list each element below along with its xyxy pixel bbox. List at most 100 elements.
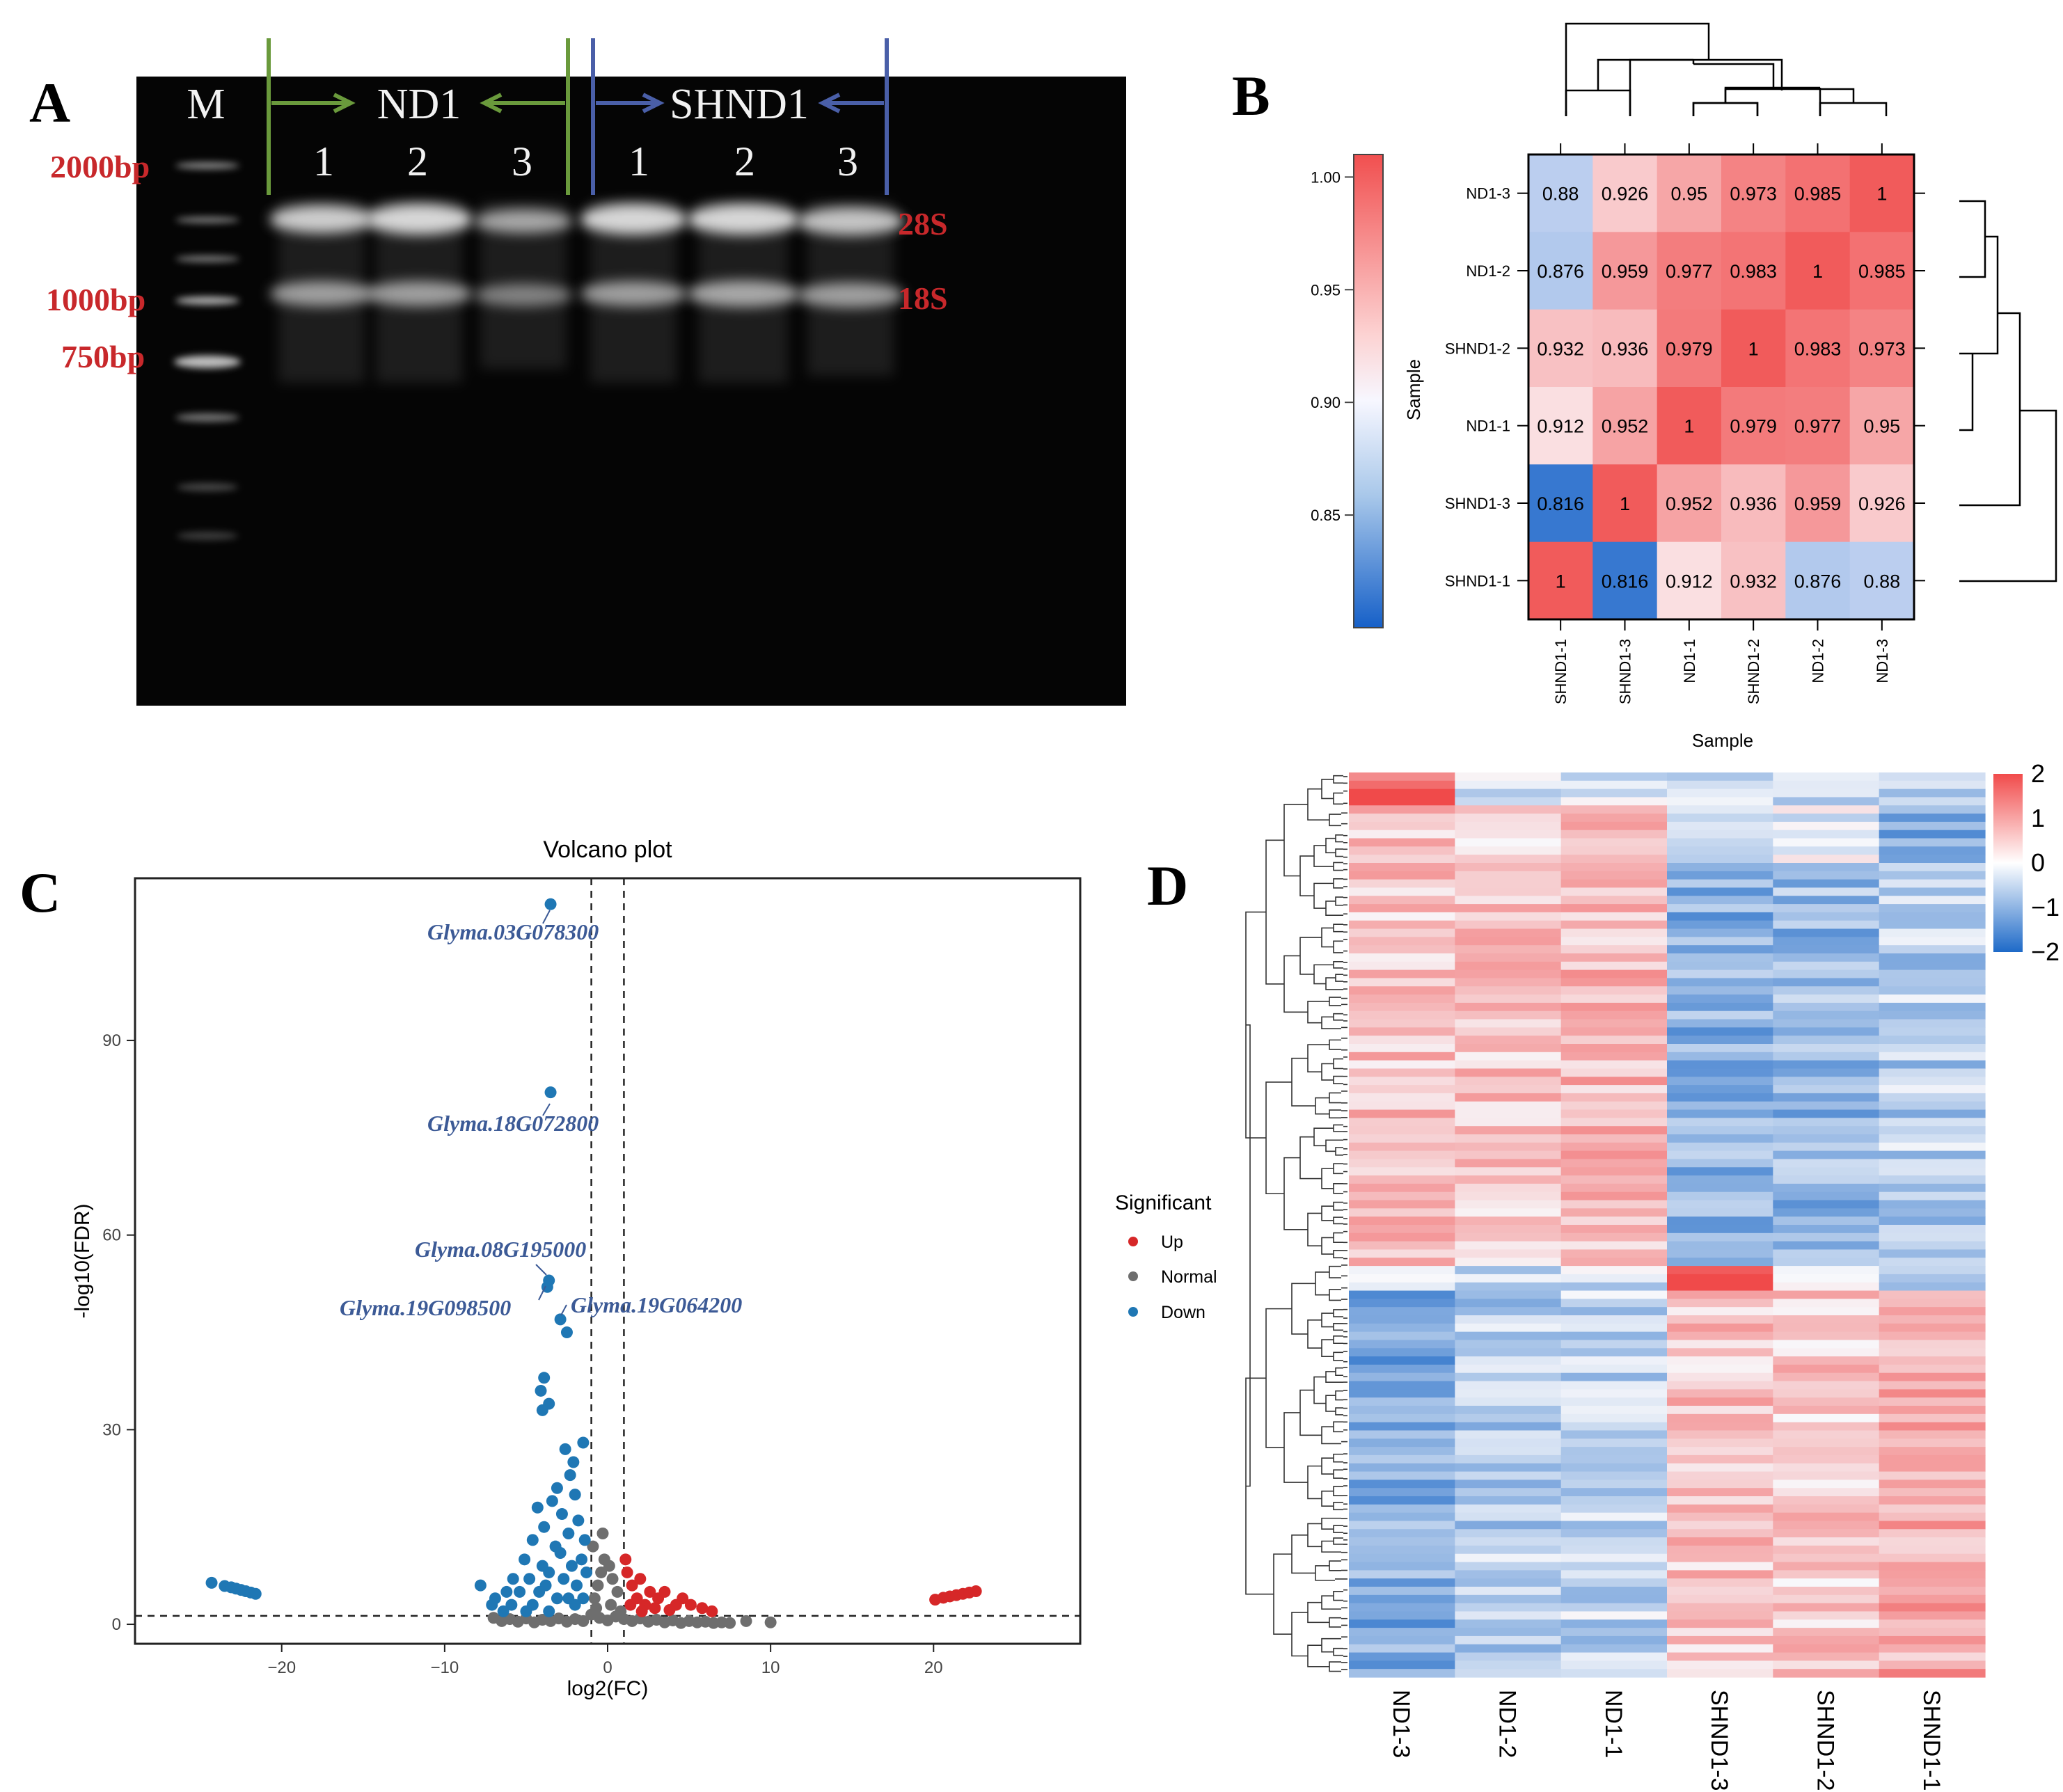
expression-cell — [1667, 978, 1773, 987]
expression-cell — [1879, 953, 1986, 962]
expression-cell — [1773, 1611, 1880, 1620]
gel-image — [136, 77, 1126, 706]
legend-normal-label: Normal — [1161, 1267, 1217, 1287]
ladder-label-1000: 1000bp — [46, 282, 145, 317]
expression-cell — [1773, 1010, 1880, 1020]
dendrogram-branch — [1321, 1517, 1341, 1530]
expression-cell — [1879, 912, 1986, 921]
expression-cell — [1560, 1644, 1668, 1654]
expression-cell — [1667, 871, 1773, 880]
volcano-frame — [134, 877, 1082, 1645]
dendrogram-branch — [1333, 1075, 1343, 1085]
top-dendrogram-main — [1565, 22, 1888, 116]
expression-cell — [1455, 1274, 1562, 1283]
nd1-bracket — [267, 38, 570, 195]
legend-down-label: Down — [1161, 1303, 1206, 1322]
expression-cell — [1667, 1529, 1773, 1538]
expression-cell — [1879, 1537, 1986, 1546]
expression-cell — [1560, 1372, 1668, 1382]
volcano-point-down — [567, 1456, 580, 1468]
expression-cell — [1879, 1060, 1986, 1070]
dendrogram-branch — [1333, 1590, 1343, 1601]
expression-cell — [1879, 846, 1986, 855]
volcano-point-down — [514, 1585, 526, 1598]
correlation-cell — [1849, 387, 1915, 465]
correlation-value: 0.912 — [1537, 416, 1584, 437]
expression-cell — [1560, 1447, 1668, 1456]
dendrogram-branch — [1321, 1313, 1334, 1328]
dendrogram-branch — [1307, 1644, 1329, 1667]
expression-cell — [1560, 1027, 1668, 1036]
expression-cell — [1667, 1447, 1773, 1456]
expression-cell — [1349, 1348, 1455, 1357]
expression-cell — [1667, 1060, 1773, 1070]
expression-cell — [1455, 912, 1562, 921]
expression-cell — [1349, 1438, 1455, 1448]
dendrogram-branch — [1329, 1039, 1341, 1050]
volcano-point-down — [497, 1605, 509, 1617]
expression-panel: ND1-3 ND1-2 ND1-1 SHND1-3 SHND1-2 SHND1-1 2 1 0… — [1245, 759, 2060, 1791]
expression-cell — [1773, 1372, 1880, 1382]
legend-normal-dot — [1128, 1271, 1138, 1281]
expression-col-label: SHND1-2 — [1812, 1690, 1839, 1791]
expression-cell — [1455, 1052, 1562, 1061]
dendrogram-branch — [1329, 1109, 1341, 1119]
colorbar-tick-label: 0.90 — [1311, 394, 1341, 411]
dendrogram-branch — [1321, 1457, 1334, 1475]
expression-cell — [1455, 1594, 1562, 1604]
volcano-point-down — [546, 1495, 558, 1507]
expression-cell — [1560, 1150, 1668, 1160]
expression-cell — [1879, 961, 1986, 971]
expression-cell — [1455, 1529, 1562, 1538]
expression-cell — [1667, 1126, 1773, 1135]
expression-cell — [1879, 1150, 1986, 1160]
correlation-value: 0.952 — [1666, 493, 1713, 514]
expression-cell — [1667, 1587, 1773, 1596]
expression-cell — [1349, 978, 1455, 987]
expression-cell — [1560, 1521, 1668, 1530]
dendrogram-branch — [1299, 855, 1314, 897]
expression-cell — [1667, 805, 1773, 814]
volcano-point-normal — [764, 1616, 777, 1628]
expression-cell — [1560, 945, 1668, 954]
expression-cell — [1455, 937, 1562, 946]
dendrogram-branch — [1299, 1389, 1322, 1436]
expression-cell — [1455, 1093, 1562, 1102]
dendrogram-branch — [1329, 1661, 1341, 1672]
dendrogram-branch — [1333, 1124, 1343, 1132]
correlation-value: 0.816 — [1602, 571, 1649, 592]
correlation-col-label: SHND1-2 — [1745, 639, 1762, 704]
expression-cell — [1349, 1208, 1455, 1217]
expression-cell — [1560, 821, 1668, 831]
expression-cell — [1560, 887, 1668, 896]
volcano-point-normal — [588, 1592, 601, 1605]
expression-cell — [1349, 855, 1455, 864]
expression-cell — [1879, 1167, 1986, 1176]
dendrogram-branch — [1325, 837, 1336, 854]
correlation-col-label: SHND1-1 — [1552, 639, 1570, 704]
expression-cell — [1455, 896, 1562, 905]
band-label-18s: 18S — [898, 280, 948, 316]
expression-cell — [1560, 1356, 1668, 1365]
expression-cell — [1773, 1619, 1880, 1628]
volcano-point-down — [569, 1489, 581, 1501]
dendrogram-branch — [1333, 923, 1343, 933]
expression-cell — [1879, 1480, 1986, 1489]
expression-cell — [1879, 986, 1986, 995]
dendrogram-branch — [1321, 1168, 1334, 1189]
panel-label-b: B — [1232, 64, 1270, 127]
expression-cell — [1349, 887, 1455, 896]
dendrogram-branch — [1313, 882, 1334, 909]
expression-cell — [1349, 1118, 1455, 1127]
expression-cell — [1879, 1669, 1986, 1678]
expression-cell — [1667, 1225, 1773, 1234]
expression-cell — [1349, 1364, 1455, 1374]
expression-cell — [1560, 1594, 1668, 1604]
expression-cell — [1455, 953, 1562, 962]
volcano-point-normal — [603, 1560, 615, 1572]
expression-cell — [1667, 1027, 1773, 1036]
expression-cell — [1773, 986, 1880, 995]
expression-cell — [1667, 986, 1773, 995]
correlation-value: 1 — [1812, 261, 1823, 282]
expression-cell — [1455, 1521, 1562, 1530]
